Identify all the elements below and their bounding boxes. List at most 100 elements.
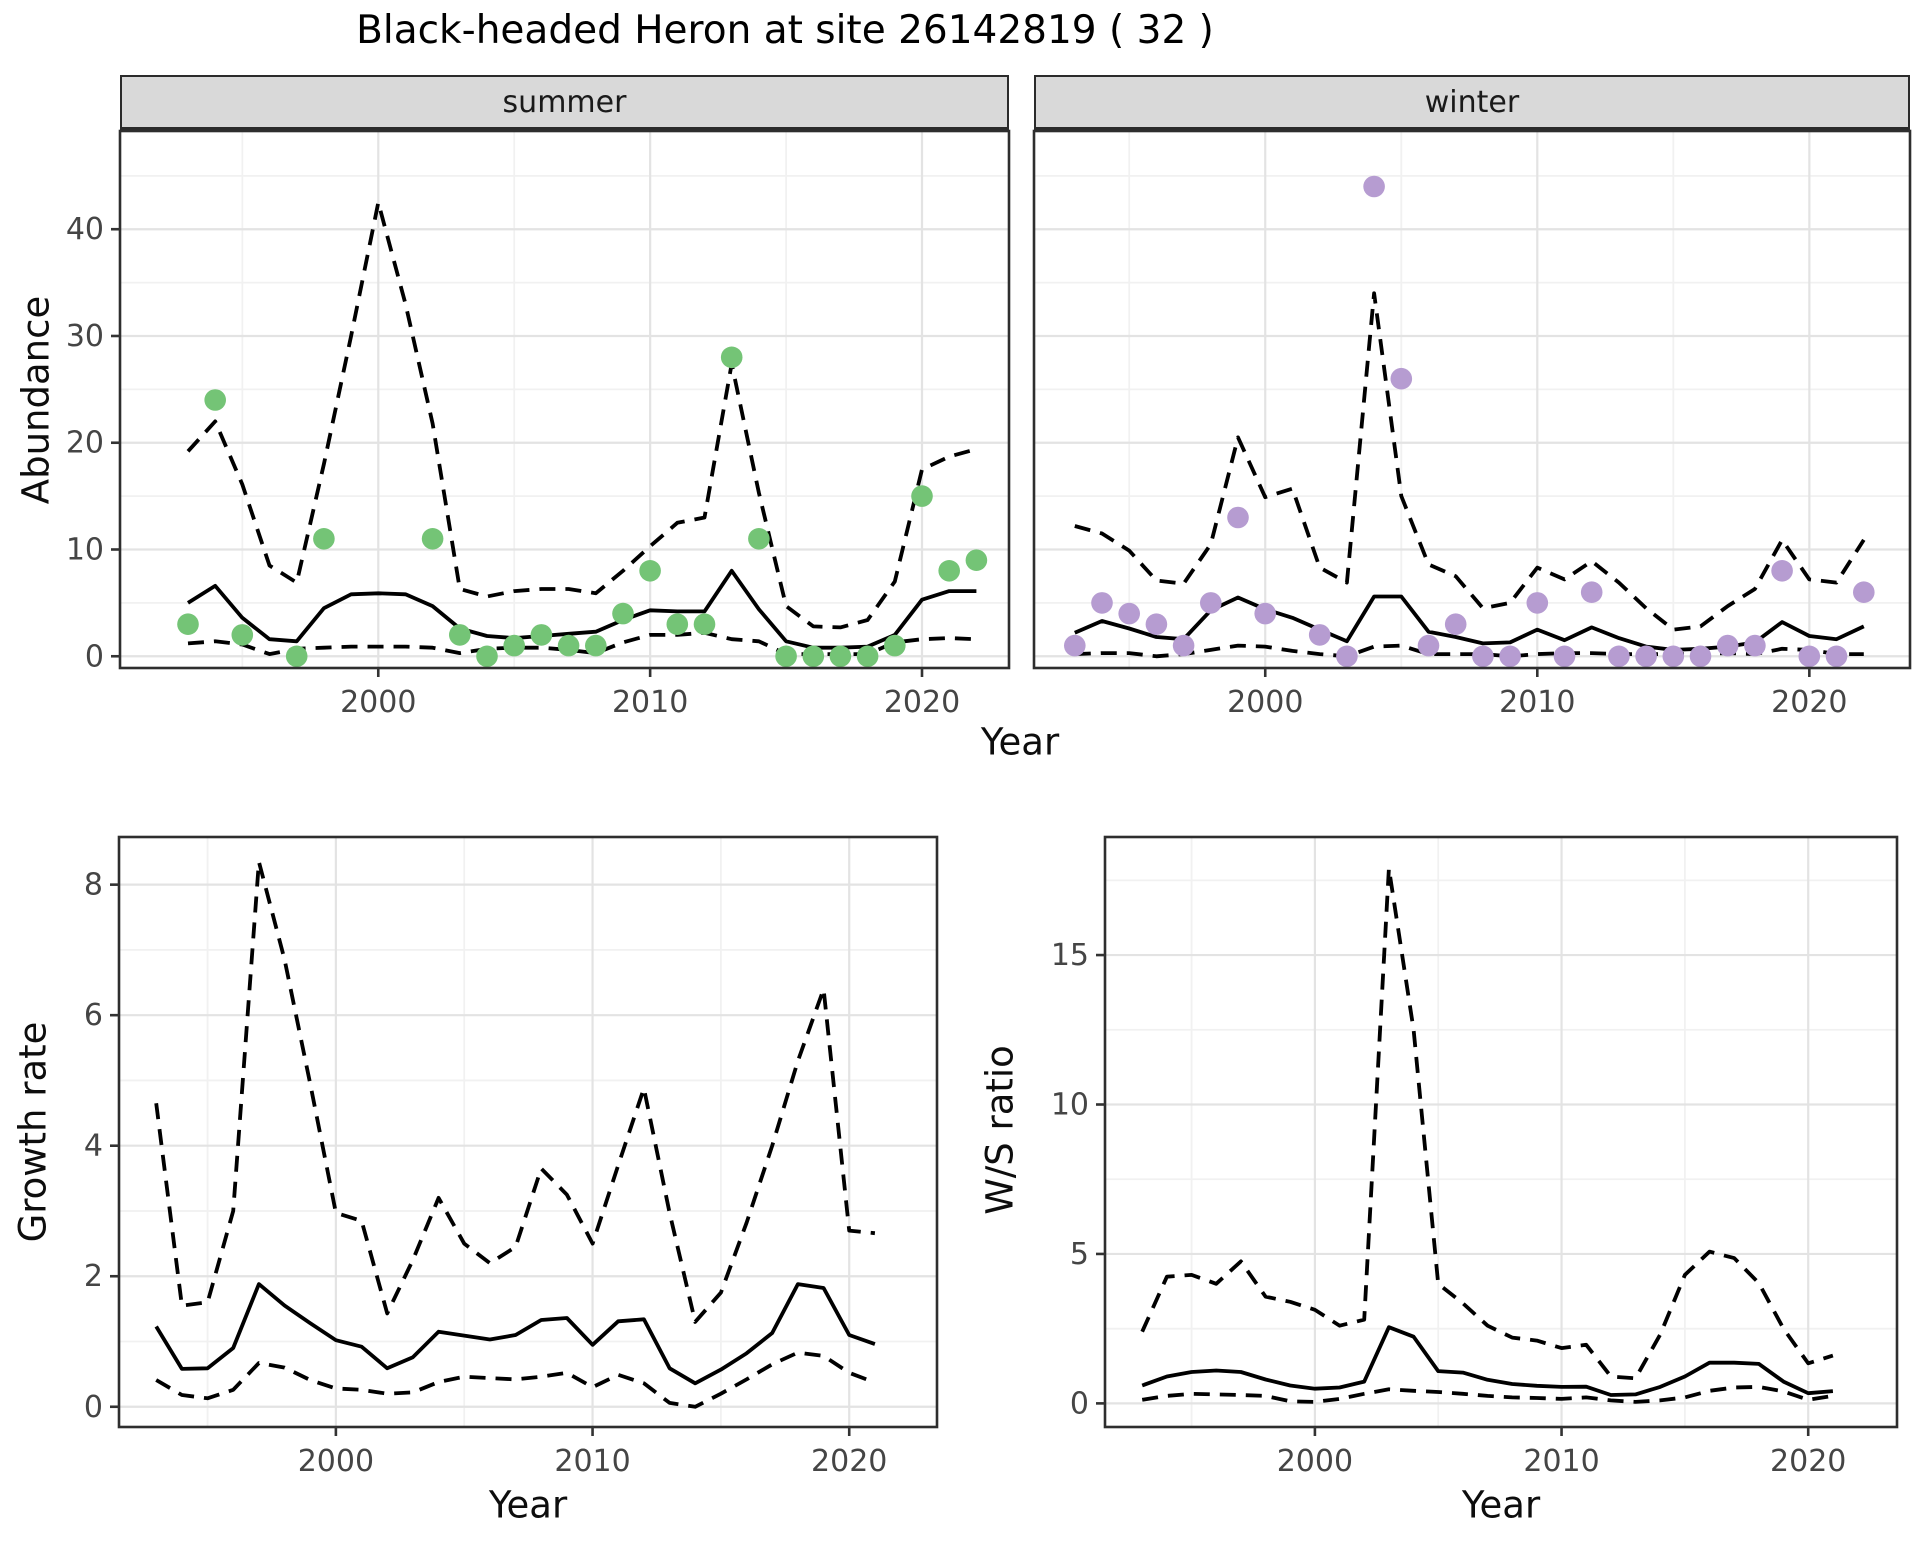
x-tick-label: 2020 [1770,1444,1846,1479]
x-tick-label: 2000 [340,685,416,720]
y-tick-label: 6 [84,998,103,1033]
y-tick-label: 5 [1070,1237,1089,1272]
data-point [1444,613,1467,635]
data-point [476,645,498,668]
upper-ci-line [186,200,977,630]
data-point [693,613,716,635]
x-tick-label: 2020 [1771,685,1847,720]
lower-ci-line [187,630,977,656]
ws-ratio-svg: 2000 2010 2020 0 5 10 15 [1051,835,1899,1479]
data-point [1254,602,1276,625]
data-point [1853,581,1875,603]
upper-ci-line [154,859,876,1324]
data-point [1662,645,1685,668]
median-line [1141,1325,1834,1397]
x-tick-label: 2010 [554,1444,630,1479]
panel-border [1103,835,1899,1429]
data-point [421,528,444,550]
lower-ci-line [155,1350,876,1409]
data-point [1553,645,1576,668]
data-point [1064,634,1086,657]
facet-label-winter: winter [1424,84,1520,120]
data-point [1580,581,1603,603]
data-point [775,645,797,668]
y-tick-label: 4 [84,1129,103,1164]
x-tick-label: 2000 [1227,685,1303,720]
facet-strip-summer: summer [120,75,1009,131]
y-tick-label: 15 [1051,938,1089,973]
data-point [204,389,226,411]
x-tick-label: 2000 [1277,1444,1353,1479]
data-point [1689,645,1712,668]
median-line [154,1282,876,1386]
data-point [1499,645,1521,668]
data-point [829,645,852,668]
x-tick-label: 2010 [1523,1444,1599,1479]
data-point [856,645,879,668]
data-point [1145,613,1168,635]
data-point [1363,175,1385,198]
data-point [1336,645,1358,668]
data-point [1472,645,1494,668]
chart-summer-abundance: 2000 2010 2020 0 10 20 30 40 [42,129,1023,720]
chart-growth-rate: 2000 2010 2020 0 2 4 6 8 [41,835,951,1479]
data-point [1635,645,1657,668]
y-tick-label: 40 [66,212,104,247]
data-point [1172,634,1195,657]
year-axis-title-bottom-right: Year [1461,1483,1541,1527]
data-point [1200,592,1222,614]
data-point [557,634,580,657]
data-point [720,346,743,369]
year-axis-title-bottom-left: Year [488,1483,568,1527]
data-point [449,624,471,646]
y-tick-label: 10 [1051,1088,1089,1123]
y-tick-label: 30 [66,319,104,354]
y-tick-label: 8 [84,868,103,903]
x-tick-label: 2020 [884,685,960,720]
data-point [1825,645,1848,668]
data-point [1798,645,1821,668]
summer-abundance-svg: 2000 2010 2020 0 10 20 30 40 [66,129,1011,720]
facet-label-summer: summer [502,84,627,120]
y-tick-label: 0 [84,1390,103,1425]
median-line [186,568,977,650]
ws-axis-title: W/S ratio [978,1045,1022,1215]
plot-title: Black-headed Heron at site 26142819 ( 32… [356,8,1214,53]
y-tick-label: 0 [1070,1386,1089,1421]
data-point [1608,645,1630,668]
data-point [1771,560,1793,582]
lower-ci-line [1141,1385,1834,1404]
upper-ci-line [1140,866,1834,1381]
x-tick-label: 2000 [298,1444,374,1479]
y-tick-label: 2 [84,1259,103,1294]
y-tick-label: 0 [85,639,104,674]
data-point [612,602,634,625]
data-point [1390,367,1413,390]
x-tick-label: 2020 [811,1444,887,1479]
data-point [965,549,988,571]
data-point [639,560,661,582]
data-point [231,624,254,646]
x-tick-label: 2010 [612,685,688,720]
data-point [585,634,607,657]
data-point [1227,506,1249,529]
data-point [530,624,553,646]
data-point [1744,634,1766,657]
year-axis-title-top: Year [980,720,1060,764]
data-point [802,645,825,668]
data-point [1091,592,1113,614]
panel-border [1032,129,1912,670]
data-point [285,645,308,668]
data-point [884,634,906,657]
winter-abundance-svg: 2000 2010 2020 [1032,129,1912,720]
data-point [1118,602,1140,625]
facet-strip-winter: winter [1034,75,1910,131]
panel-border [117,835,939,1429]
data-point [1417,634,1440,657]
data-point [503,634,525,657]
x-tick-label: 2010 [1499,685,1575,720]
data-point [1716,634,1739,657]
data-point [1308,624,1331,646]
data-point [938,560,960,582]
